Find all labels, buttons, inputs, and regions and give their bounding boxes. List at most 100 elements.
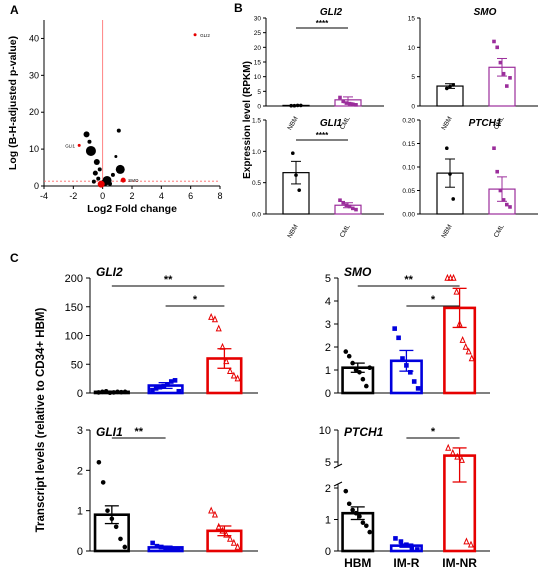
c-point (367, 529, 373, 535)
c-point (230, 538, 237, 546)
c-point (150, 387, 155, 393)
c-subplot-title: PTCH1 (344, 425, 384, 439)
c-point (150, 540, 155, 546)
c-y-tick-label: 1 (325, 515, 331, 527)
c-y-tick-label: 5 (325, 273, 331, 285)
c-point (458, 455, 465, 463)
c-point (447, 273, 454, 281)
c-point (367, 365, 373, 371)
c-point (454, 452, 461, 460)
c-point (171, 546, 177, 552)
b-y-tick-label: 0.0 (252, 212, 261, 219)
b-point (495, 169, 499, 174)
c-y-tick-label: 10 (319, 425, 331, 437)
a-point (193, 33, 197, 37)
b-point (501, 71, 506, 76)
c-point (343, 349, 349, 354)
c-y-tick-label: 0 (325, 546, 331, 558)
a-point (91, 179, 96, 184)
b-y-tick-label: 30 (254, 16, 262, 23)
c-y-tick-label: 100 (65, 331, 83, 343)
b-x-tick-label: CML (493, 223, 506, 239)
b-point (294, 173, 298, 177)
panel-label-c: C (10, 251, 19, 265)
b-point (344, 101, 349, 105)
c-point (111, 390, 117, 395)
c-point (118, 536, 123, 542)
b-point (289, 103, 294, 108)
b-y-tick-label: 0 (411, 104, 415, 111)
c-point (219, 526, 226, 534)
c-y-tick-label: 1 (325, 365, 331, 377)
a-x-tick-label: 8 (217, 191, 222, 201)
a-x-tick-label: -2 (69, 191, 77, 201)
a-y-tick-label: 10 (29, 144, 39, 154)
b-point (341, 99, 345, 104)
b-point (351, 206, 355, 211)
c-subplot: 0 1 2 5 10 HBM IM-R IM-NR * PTCH1 (319, 425, 490, 570)
c-point (163, 545, 168, 551)
c-y-tick-label: 2 (325, 342, 331, 354)
b-significance-label: **** (316, 19, 329, 28)
a-y-tick-label: 0 (34, 181, 39, 191)
c-point (118, 389, 124, 395)
b-point (508, 76, 512, 80)
b-y-tick-label: 0.00 (402, 212, 415, 219)
c-point (398, 539, 404, 544)
c-point (364, 523, 369, 529)
c-point (404, 542, 409, 547)
c-point (465, 347, 472, 355)
c-y-tick-label: 0 (77, 388, 83, 400)
b-point (344, 203, 349, 208)
a-point-label: SMO (128, 178, 139, 183)
c-point (459, 335, 466, 343)
c-subplot-title: GLI2 (96, 265, 123, 279)
b-point (501, 198, 506, 202)
panel-label-a: A (10, 3, 19, 17)
b-y-tick-label: 0.10 (402, 165, 415, 172)
c-point (445, 443, 452, 451)
b-point (347, 204, 352, 209)
c-point (157, 384, 163, 390)
c-point (223, 530, 230, 538)
c-significance-label: * (193, 294, 198, 306)
b-y-axis-label: Expression level (RPKM) (242, 61, 253, 179)
c-point (161, 383, 167, 389)
b-point (505, 84, 509, 88)
c-x-tick-label: HBM (344, 556, 371, 570)
b-x-tick-label: CML (339, 223, 352, 239)
b-point (341, 200, 345, 205)
b-point (338, 95, 342, 100)
c-point (168, 379, 174, 384)
b-point (448, 172, 452, 176)
b-subplot-title: PTCH1 (469, 118, 502, 129)
c-y-tick-label: 0 (77, 546, 83, 558)
c-point (343, 488, 349, 494)
c-y-tick-label: 5 (325, 457, 331, 469)
b-point (451, 197, 456, 201)
a-point (93, 159, 100, 166)
c-point (211, 510, 219, 518)
c-significance-label: * (431, 294, 436, 306)
c-point (103, 388, 109, 394)
a-x-tick-label: 0 (100, 191, 105, 201)
b-y-tick-label: 15 (254, 60, 262, 67)
c-point (462, 342, 469, 350)
b-significance-label: **** (316, 131, 329, 140)
c-point (444, 273, 451, 281)
c-point (234, 374, 241, 382)
c-point (215, 522, 222, 530)
c-point (353, 367, 359, 373)
c-point (346, 501, 352, 507)
a-point (83, 131, 90, 138)
c-x-tick-label: IM-NR (442, 556, 477, 570)
b-y-tick-label: 0.05 (402, 188, 415, 195)
b-x-tick-label: NBM (440, 224, 453, 240)
c-y-tick-label: 2 (325, 483, 331, 495)
b-point (292, 103, 297, 108)
a-point-label: GLI1 (65, 143, 75, 148)
c-point (208, 506, 215, 514)
